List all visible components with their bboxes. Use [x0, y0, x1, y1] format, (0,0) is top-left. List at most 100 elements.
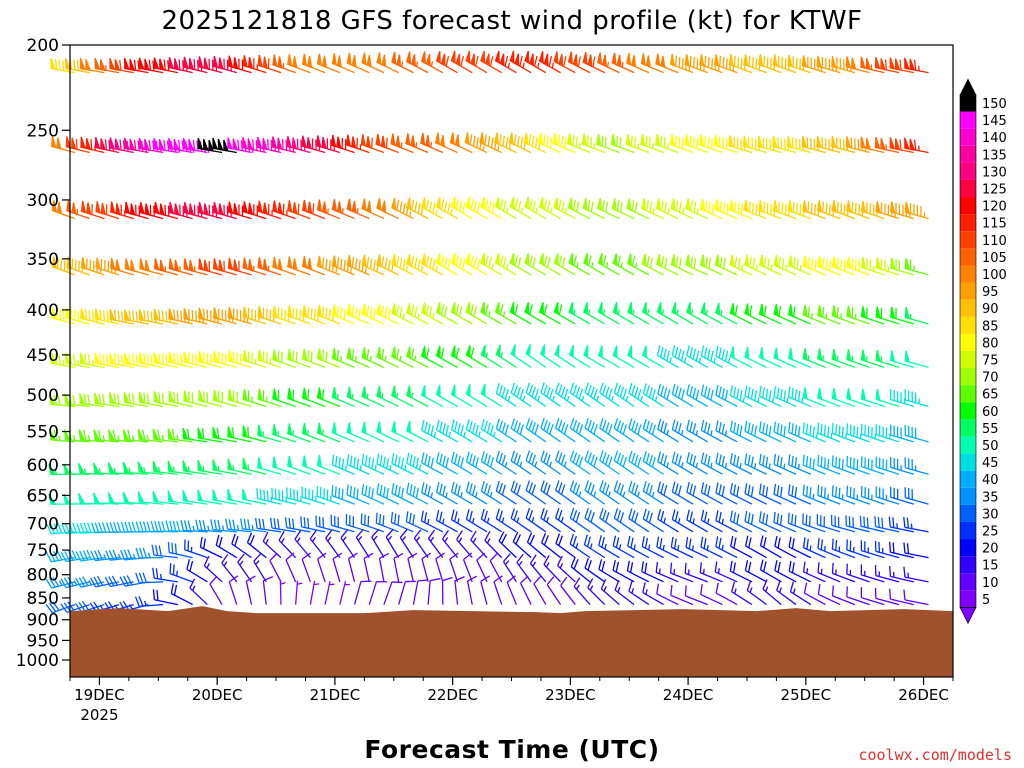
barb-flag: [788, 454, 791, 465]
wind-barb: [480, 508, 503, 533]
barb-pennant: [257, 200, 263, 214]
wind-barb: [803, 582, 826, 606]
wind-barb: [441, 529, 459, 559]
barb-flag: [172, 520, 177, 532]
wind-barb: [553, 197, 576, 220]
wind-barb: [450, 419, 473, 443]
wind-barb: [816, 514, 841, 533]
barb-flag: [689, 511, 693, 522]
wind-barb: [406, 420, 429, 443]
barb-flag: [715, 345, 719, 357]
wind-barb: [817, 584, 841, 606]
barb-flag: [770, 204, 772, 215]
colorbar-label-30: 30: [982, 507, 999, 522]
wind-barb: [95, 201, 120, 220]
barb-flag: [457, 423, 461, 434]
barb-half-flag: [102, 435, 105, 441]
wind-barb: [420, 51, 444, 74]
barb-pennant: [597, 253, 603, 267]
barb-pennant: [80, 136, 86, 149]
barb-pennant: [56, 137, 62, 150]
barb-half-flag: [662, 544, 665, 551]
wind-barb: [786, 135, 811, 154]
barb-pennant: [212, 307, 219, 320]
barb-flag: [79, 522, 85, 534]
barb-staff: [715, 355, 738, 368]
barb-flag: [689, 386, 693, 397]
barb-flag: [528, 420, 534, 431]
barb-pennant: [218, 57, 224, 70]
wind-barb: [656, 583, 679, 606]
wind-barb: [465, 50, 488, 74]
barb-flag: [797, 390, 801, 402]
barb-half-flag: [435, 265, 438, 272]
barb-flag: [531, 422, 536, 433]
barb-pennant: [247, 138, 254, 151]
barb-flag: [119, 576, 126, 587]
barb-staff: [301, 496, 326, 505]
barb-flag: [794, 515, 797, 526]
barb-staff: [641, 545, 664, 559]
barb-flag: [528, 134, 532, 145]
wind-barb: [95, 257, 120, 276]
barb-pennant: [227, 306, 234, 320]
barb-half-flag: [435, 209, 438, 216]
barb-flag: [729, 510, 733, 522]
barb-flag: [744, 510, 748, 522]
barb-staff: [339, 581, 347, 605]
barb-flag: [831, 562, 834, 574]
wind-barb: [874, 587, 900, 606]
barb-flag: [263, 489, 266, 501]
barb-pennant: [114, 58, 121, 71]
wind-barb: [742, 135, 767, 154]
barb-staff: [774, 545, 797, 559]
barb-staff: [744, 430, 767, 443]
barb-flag: [561, 201, 565, 212]
wind-barb: [642, 582, 664, 606]
wind-barb: [272, 456, 296, 475]
barb-flag: [674, 483, 679, 494]
barb-flag: [343, 309, 346, 320]
barb-flag: [368, 456, 371, 468]
barb-half-flag: [146, 435, 150, 441]
colorbar-label-25: 25: [982, 525, 999, 540]
wind-barb: [480, 451, 503, 475]
barb-flag: [765, 514, 769, 525]
colorbar-swatch-60: [960, 402, 976, 420]
barb-flag: [399, 529, 408, 538]
barb-staff: [599, 459, 620, 475]
barb-flag: [642, 418, 647, 430]
barb-pennant: [612, 253, 618, 267]
wind-barb: [480, 344, 503, 368]
barb-staff: [154, 599, 179, 606]
barb-pennant: [802, 255, 808, 269]
wind-barb: [554, 417, 576, 443]
barb-flag: [554, 382, 560, 393]
barb-pennant: [316, 422, 323, 436]
barb-flag: [116, 393, 120, 405]
barb-flag: [540, 480, 545, 491]
barb-flag: [587, 452, 592, 463]
wind-barb: [212, 55, 237, 74]
wind-barb: [628, 383, 650, 407]
wind-barb: [262, 575, 274, 605]
barb-staff: [546, 584, 562, 605]
barb-flag: [664, 201, 667, 213]
barb-half-flag: [354, 356, 357, 362]
barb-pennant: [391, 421, 397, 434]
barb-flag: [866, 517, 869, 528]
credit-link[interactable]: coolwx.com/models: [858, 746, 1012, 764]
y-tick-label-750: 750: [27, 541, 59, 561]
barb-pennant: [212, 258, 219, 271]
wind-barb: [331, 347, 355, 369]
barb-flag: [791, 387, 794, 399]
barb-staff: [861, 574, 885, 583]
wind-barb: [355, 529, 370, 558]
barb-half-flag: [691, 309, 694, 315]
barb-flag: [817, 422, 820, 434]
wind-barb: [743, 54, 767, 74]
barb-staff: [325, 537, 341, 559]
wind-barb: [657, 451, 679, 475]
wind-barb: [599, 507, 620, 533]
barb-flag: [587, 420, 592, 431]
